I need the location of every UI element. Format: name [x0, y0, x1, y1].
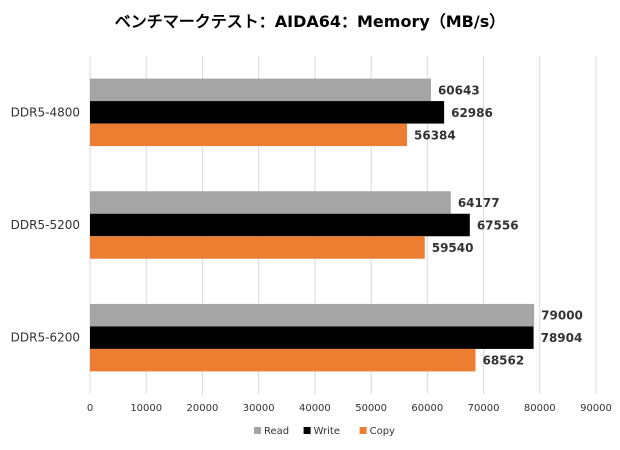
- x-tick-label: 40000: [299, 403, 331, 414]
- legend-swatch-read: [254, 427, 261, 434]
- data-label: 59540: [432, 241, 474, 255]
- category-label: DDR5-4800: [11, 105, 80, 119]
- chart-title: ベンチマークテスト：AIDA64：Memory（MB/s）: [115, 12, 506, 31]
- x-tick-label: 60000: [411, 403, 443, 414]
- data-label: 68562: [482, 354, 524, 368]
- bar-write: [90, 101, 445, 124]
- legend-label-read: Read: [264, 426, 289, 437]
- x-tick-label: 10000: [130, 403, 162, 414]
- legend: Read Write Copy: [254, 426, 395, 437]
- x-tick-label: 0: [87, 403, 93, 414]
- bar-copy: [90, 123, 408, 147]
- bars: [90, 78, 535, 372]
- category-label: DDR5-6200: [11, 331, 80, 345]
- legend-label-write: Write: [314, 426, 340, 437]
- category-label: DDR5-5200: [11, 218, 80, 232]
- legend-swatch-copy: [359, 427, 367, 434]
- legend-swatch-write: [303, 427, 311, 434]
- bar-read: [90, 303, 535, 327]
- bar-copy: [90, 348, 476, 372]
- bar-write: [90, 213, 470, 237]
- x-tick-label: 30000: [243, 403, 275, 414]
- x-tick-label: 70000: [468, 403, 500, 414]
- bar-read: [90, 78, 431, 102]
- x-tick-label: 90000: [580, 403, 612, 414]
- bar-copy: [90, 236, 425, 259]
- data-label: 62986: [451, 106, 493, 120]
- data-label: 67556: [477, 219, 519, 233]
- bar-write: [90, 326, 534, 349]
- x-tick-label: 50000: [355, 403, 387, 414]
- data-label: 60643: [438, 83, 480, 97]
- data-label: 79000: [541, 309, 583, 323]
- category-axis: DDR5-4800 DDR5-5200 DDR5-6200: [11, 105, 80, 344]
- bar-read: [90, 191, 451, 214]
- value-axis: 0 10000 20000 30000 40000 50000 60000 70000 8000…: [87, 403, 612, 414]
- legend-label-copy: Copy: [370, 426, 395, 437]
- x-tick-label: 80000: [524, 403, 556, 414]
- data-label: 64177: [458, 196, 500, 210]
- x-tick-label: 20000: [187, 403, 219, 414]
- data-label: 56384: [414, 128, 456, 142]
- data-label: 78904: [541, 331, 583, 345]
